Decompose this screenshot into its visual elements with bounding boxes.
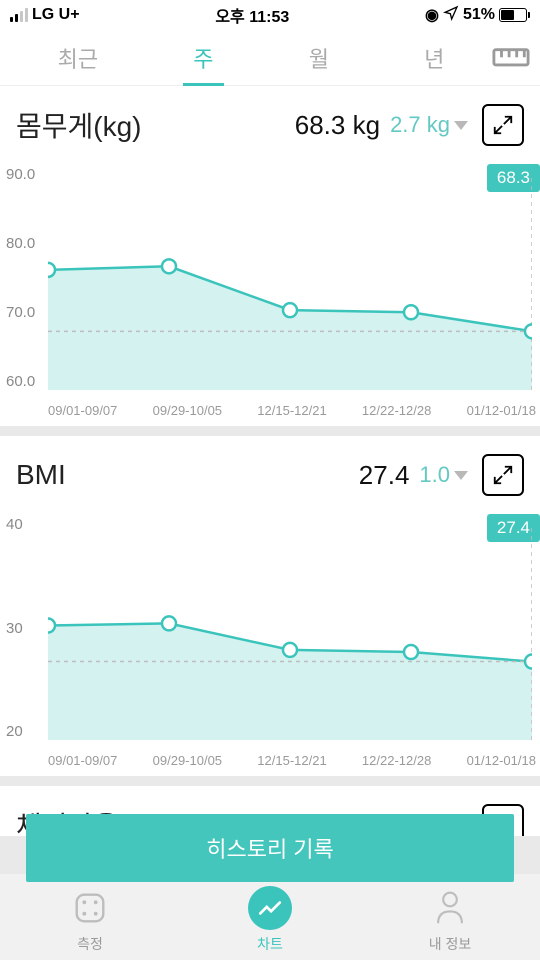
clock: 오후 11:53 [215, 3, 289, 27]
tab-년[interactable]: 년 [406, 30, 462, 86]
y-tick-label: 30 [6, 620, 23, 637]
nav-label: 측정 [77, 934, 103, 954]
y-tick-label: 40 [6, 516, 23, 533]
x-tick-label: 01/12-01/18 [467, 403, 536, 418]
history-button-wrap: 히스토리 기록 [0, 814, 540, 882]
x-tick-label: 09/01-09/07 [48, 753, 117, 768]
period-tabs: 최근 주 월 년 [0, 30, 540, 86]
tab-최근[interactable]: 최근 [40, 30, 116, 86]
expand-button[interactable] [482, 454, 524, 496]
caret-down-icon [454, 121, 468, 130]
cell-signal-icon [10, 8, 28, 22]
nav-measure[interactable]: 측정 [68, 886, 112, 954]
y-tick-label: 90.0 [6, 166, 35, 183]
expand-button[interactable] [482, 104, 524, 146]
caret-down-icon [454, 471, 468, 480]
nav-label: 내 정보 [429, 934, 472, 954]
tab-월[interactable]: 월 [291, 30, 347, 86]
x-tick-label: 12/22-12/28 [362, 403, 431, 418]
nav-label: 차트 [257, 934, 283, 954]
metric-value: 68.3 kg [295, 110, 380, 141]
metric-title: BMI [16, 459, 359, 491]
carrier-label: LG U+ [32, 6, 80, 24]
metric-title: 몸무게(kg) [16, 105, 295, 145]
battery-text: 51% [463, 6, 495, 24]
chart: 40302027.409/01-09/0709/29-10/0512/15-12… [0, 516, 540, 776]
nav-chart[interactable]: 차트 [248, 886, 292, 954]
tab-주[interactable]: 주 [175, 30, 231, 86]
x-tick-label: 12/22-12/28 [362, 753, 431, 768]
y-tick-label: 60.0 [6, 373, 35, 390]
y-tick-label: 70.0 [6, 304, 35, 321]
battery-fill [501, 10, 514, 20]
chart-icon [248, 886, 292, 930]
ruler-icon[interactable] [492, 44, 530, 72]
metric-card-0: 몸무게(kg)68.3 kg2.7 kg 90.080.070.060.068.… [0, 86, 540, 426]
status-bar: LG U+ 오후 11:53 ◉ 51% [0, 0, 540, 30]
x-tick-label: 12/15-12/21 [257, 403, 326, 418]
metric-card-1: BMI27.41.0 40302027.409/01-09/0709/29-10… [0, 436, 540, 776]
bottom-nav: 측정 차트 내 정보 [0, 874, 540, 960]
metric-delta[interactable]: 1.0 [419, 462, 468, 488]
metric-value: 27.4 [359, 460, 410, 491]
x-tick-label: 01/12-01/18 [467, 753, 536, 768]
nav-profile[interactable]: 내 정보 [428, 886, 472, 954]
scale-icon [68, 886, 112, 930]
chart: 90.080.070.060.068.309/01-09/0709/29-10/… [0, 166, 540, 426]
user-icon [428, 886, 472, 930]
x-tick-label: 09/29-10/05 [153, 403, 222, 418]
tabs-row: 최근 주 월 년 [10, 30, 492, 86]
location-icon [443, 5, 459, 26]
battery-icon [499, 8, 530, 22]
x-tick-label: 09/01-09/07 [48, 403, 117, 418]
history-button[interactable]: 히스토리 기록 [26, 814, 514, 882]
metric-delta[interactable]: 2.7 kg [390, 112, 468, 138]
x-tick-label: 09/29-10/05 [153, 753, 222, 768]
y-tick-label: 20 [6, 723, 23, 740]
alarm-icon: ◉ [425, 5, 439, 25]
y-tick-label: 80.0 [6, 235, 35, 252]
x-tick-label: 12/15-12/21 [257, 753, 326, 768]
